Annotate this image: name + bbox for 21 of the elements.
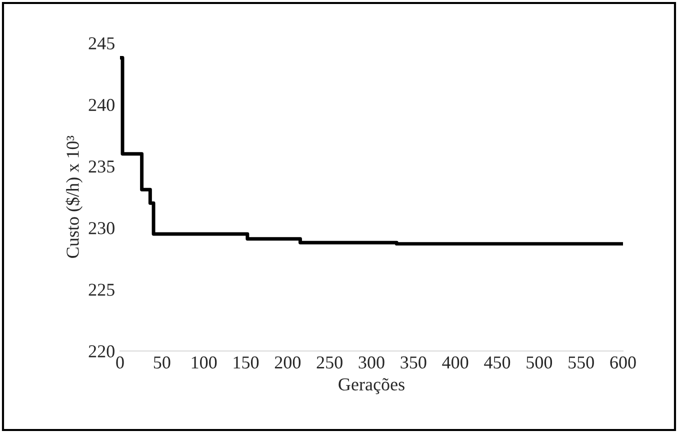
x-tick-label: 450 xyxy=(484,356,510,369)
x-tick-label: 50 xyxy=(154,356,170,369)
y-tick-label: 225 xyxy=(88,284,114,296)
x-axis-title: Gerações xyxy=(338,378,404,394)
y-tick-label: 240 xyxy=(88,98,114,112)
x-tick-label: 150 xyxy=(234,356,259,369)
x-tick-label: 200 xyxy=(274,356,301,369)
x-tick-label: 0 xyxy=(116,356,124,369)
x-tick-label: 500 xyxy=(526,356,552,369)
y-tick-label: 230 xyxy=(88,222,114,234)
x-tick-label: 350 xyxy=(400,356,426,369)
x-tick-label: 250 xyxy=(316,356,342,369)
x-tick-label: 100 xyxy=(192,356,217,369)
y-tick-label: 235 xyxy=(88,160,114,173)
x-tick-label: 300 xyxy=(358,356,384,369)
x-tick-label: 550 xyxy=(568,356,594,369)
y-tick-label: 245 xyxy=(88,37,114,50)
x-tick-label: 400 xyxy=(442,356,468,369)
y-axis-title: Custo ($/h) x 10³ xyxy=(66,136,82,258)
y-tick-label: 220 xyxy=(88,345,114,358)
x-tick-label: 600 xyxy=(610,356,636,369)
